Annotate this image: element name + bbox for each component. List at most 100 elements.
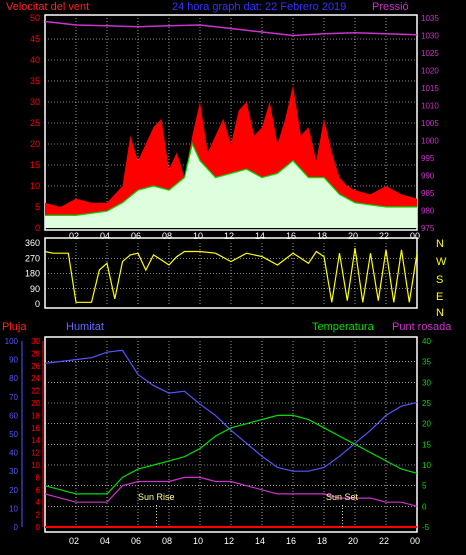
- pressure-ytick-985: 985: [421, 189, 435, 198]
- wind-xtick-06: 06: [131, 231, 141, 241]
- grid-layer: [45, 18, 418, 527]
- wind-xtick-18: 18: [317, 231, 327, 241]
- humidity-ytick-100: 100: [5, 337, 19, 346]
- pressure-ytick-1000: 1000: [421, 137, 439, 146]
- compass-w: W: [436, 256, 447, 268]
- temp-xtick-08: 08: [162, 536, 172, 546]
- compass-s: S: [436, 274, 443, 286]
- label-pluja: Pluja: [2, 321, 27, 333]
- temp-xtick-22: 22: [379, 536, 389, 546]
- direction-series-layer: [44, 248, 418, 303]
- rain-ytick-26: 26: [31, 362, 40, 371]
- dew-point-line: [44, 476, 418, 507]
- rain-ytick-22: 22: [31, 387, 40, 396]
- temp-ytick-15: 15: [422, 440, 431, 449]
- pressure-ytick-1005: 1005: [421, 119, 439, 128]
- rain-ytick-28: 28: [31, 349, 40, 358]
- temp-ytick-0: 0: [422, 502, 427, 511]
- temp-xtick-00: 00: [410, 536, 420, 546]
- temp-ytick-25: 25: [422, 399, 431, 408]
- rain-ytick-8: 8: [36, 473, 41, 482]
- temp-ytick--5: -5: [422, 523, 430, 532]
- wind-ytick-25: 25: [30, 118, 40, 128]
- temp-ytick-30: 30: [422, 378, 431, 387]
- pressure-ytick-1010: 1010: [421, 102, 439, 111]
- wind-series-layer: [44, 20, 418, 228]
- temp-ytick-10: 10: [422, 461, 431, 470]
- title-pressure: Pressió: [372, 1, 409, 13]
- compass-n-bottom: N: [436, 307, 444, 319]
- wind-ytick-0: 0: [35, 223, 40, 233]
- rain-ytick-16: 16: [31, 424, 40, 433]
- wind-xtick-12: 12: [224, 231, 234, 241]
- axes-layer: 0510152025303540455097598098599099510001…: [5, 13, 440, 546]
- humidity-ytick-20: 20: [9, 486, 18, 495]
- wind-ytick-30: 30: [30, 97, 40, 107]
- rain-ytick-0: 0: [36, 523, 41, 532]
- humidity-ytick-90: 90: [9, 356, 18, 365]
- temp-ytick-40: 40: [422, 337, 431, 346]
- direction-ytick-270: 270: [25, 253, 40, 263]
- label-humitat: Humitat: [66, 321, 104, 333]
- wind-xtick-20: 20: [348, 231, 358, 241]
- wind-ytick-40: 40: [30, 55, 40, 65]
- wind-ytick-35: 35: [30, 76, 40, 86]
- temp-xtick-06: 06: [131, 536, 141, 546]
- pressure-ytick-1020: 1020: [421, 67, 439, 76]
- temp-xtick-02: 02: [69, 536, 79, 546]
- humidity-ytick-70: 70: [9, 393, 18, 402]
- rain-ytick-14: 14: [31, 436, 40, 445]
- wind-mean-line: [45, 142, 417, 216]
- rain-ytick-24: 24: [31, 374, 40, 383]
- rain-ytick-18: 18: [31, 411, 40, 420]
- wind-xtick-02: 02: [69, 231, 79, 241]
- wind-ytick-50: 50: [30, 13, 40, 23]
- temp-xtick-12: 12: [224, 536, 234, 546]
- pressure-ytick-1030: 1030: [421, 32, 439, 41]
- rain-ytick-20: 20: [31, 399, 40, 408]
- annotation-sun-rise: Sun Rise: [138, 492, 175, 502]
- humidity-ytick-30: 30: [9, 467, 18, 476]
- humidity-ytick-80: 80: [9, 374, 18, 383]
- pressure-ytick-980: 980: [421, 207, 435, 216]
- wind-xtick-04: 04: [100, 231, 110, 241]
- compass-n-top: N: [436, 238, 444, 250]
- temp-ytick-20: 20: [422, 420, 431, 429]
- temp-series-layer: [44, 349, 418, 528]
- wind-mean-area: [45, 144, 417, 228]
- rain-ytick-4: 4: [36, 498, 41, 507]
- temp-xtick-18: 18: [317, 536, 327, 546]
- label-temperatura: Temperatura: [312, 321, 375, 333]
- wind-ytick-15: 15: [30, 160, 40, 170]
- humidity-line: [44, 349, 418, 472]
- compass-e: E: [436, 291, 443, 303]
- title-date: 24 hora graph dat: 22 Febrero 2019: [172, 1, 346, 13]
- wind-ytick-45: 45: [30, 34, 40, 44]
- wind-ytick-20: 20: [30, 139, 40, 149]
- temp-ytick-5: 5: [422, 482, 427, 491]
- label-punt-rosada: Punt rosada: [392, 321, 452, 333]
- direction-line: [44, 248, 418, 303]
- wind-xtick-16: 16: [286, 231, 296, 241]
- annotation-sun-set: Sun Set: [326, 492, 359, 502]
- wind-panel-frame: [44, 14, 418, 231]
- direction-ytick-90: 90: [30, 284, 40, 294]
- temp-xtick-20: 20: [348, 536, 358, 546]
- humidity-ytick-40: 40: [9, 449, 18, 458]
- temp-xtick-04: 04: [100, 536, 110, 546]
- pressure-ytick-1025: 1025: [421, 49, 439, 58]
- wind-xtick-00: 00: [410, 231, 420, 241]
- humidity-ytick-60: 60: [9, 411, 18, 420]
- pressure-line: [44, 20, 418, 37]
- pressure-ytick-1015: 1015: [421, 84, 439, 93]
- direction-ytick-360: 360: [25, 238, 40, 248]
- rain-ytick-6: 6: [36, 486, 41, 495]
- temperature-line: [44, 414, 418, 495]
- rain-ytick-10: 10: [31, 461, 40, 470]
- rain-ytick-2: 2: [36, 511, 41, 520]
- wind-xtick-14: 14: [255, 231, 265, 241]
- humidity-ytick-0: 0: [14, 523, 19, 532]
- temp-xtick-16: 16: [286, 536, 296, 546]
- humidity-ytick-50: 50: [9, 430, 18, 439]
